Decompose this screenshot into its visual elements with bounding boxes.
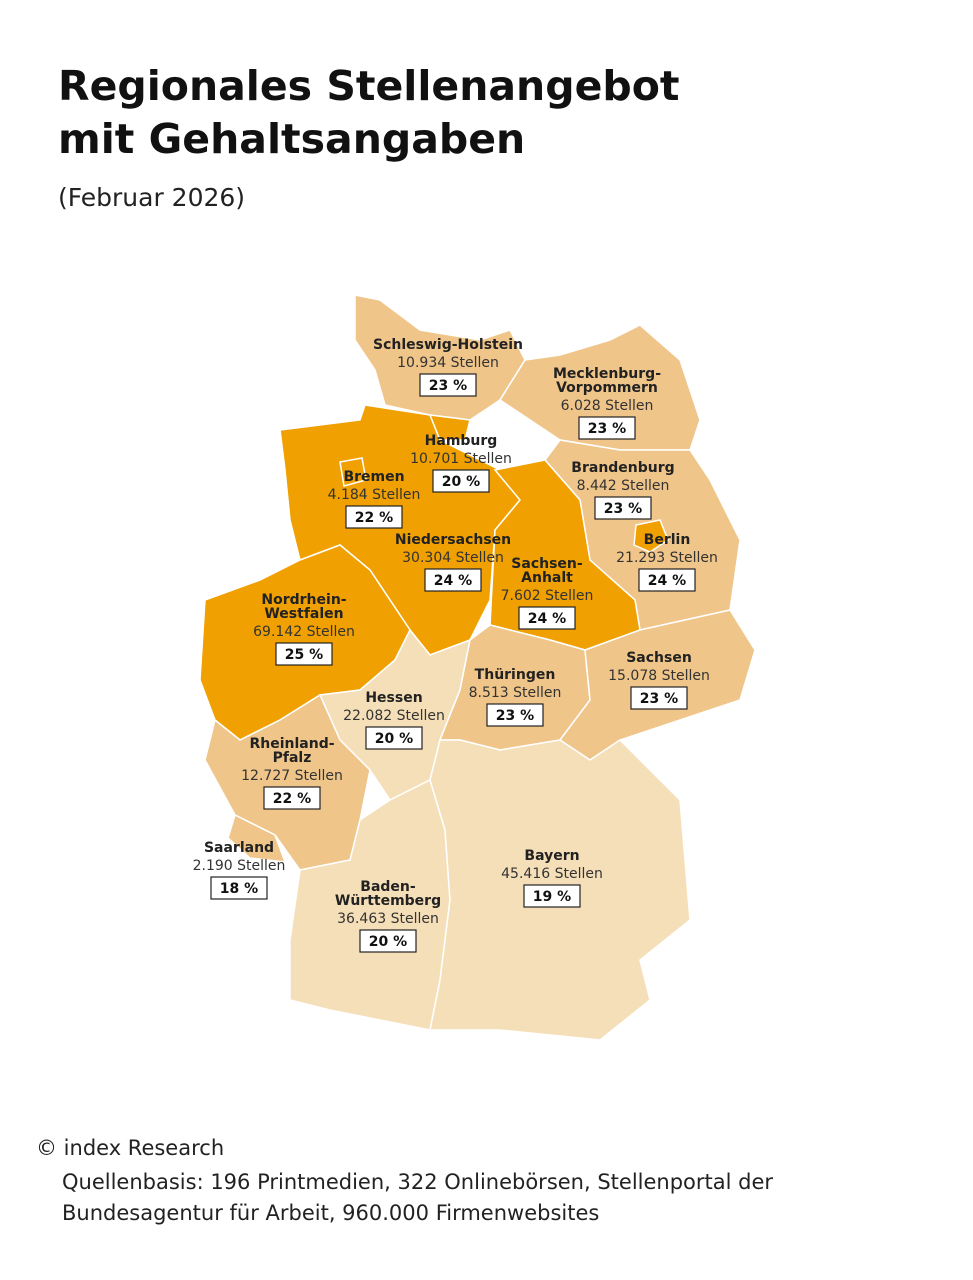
share-value: 24 % [648, 573, 686, 589]
share-box [518, 606, 576, 630]
share-value: 20 % [375, 731, 413, 747]
job-count: 7.602 Stellen [501, 588, 594, 604]
title-line: Regionales Stellenangebot [58, 62, 680, 110]
share-box [630, 686, 688, 710]
job-count: 8.442 Stellen [577, 478, 670, 494]
job-count: 69.142 Stellen [253, 624, 355, 640]
share-box [594, 496, 652, 520]
share-value: 20 % [369, 934, 407, 950]
state-name: Westfalen [264, 606, 343, 622]
share-box [424, 568, 482, 592]
share-box [275, 642, 333, 666]
source-line: Bundesagentur für Arbeit, 960.000 Firmen… [62, 1201, 599, 1225]
state-name: Anhalt [521, 570, 573, 586]
share-value: 23 % [588, 421, 626, 437]
share-box [638, 568, 696, 592]
state-name: Sachsen- [511, 556, 583, 572]
job-count: 21.293 Stellen [616, 550, 718, 566]
share-value: 24 % [528, 611, 566, 627]
job-count: 4.184 Stellen [328, 487, 421, 503]
title-line: mit Gehaltsangaben [58, 115, 525, 163]
subtitle: (Februar 2026) [58, 183, 245, 212]
labels: Schleswig-Holstein 10.934 Stellen 23 % Meck… [193, 337, 718, 953]
share-value: 23 % [640, 691, 678, 707]
share-value: 23 % [604, 501, 642, 517]
job-count: 30.304 Stellen [402, 550, 504, 566]
share-box [419, 373, 477, 397]
state-shape [498, 324, 701, 451]
state-name: Rheinland- [249, 736, 334, 752]
state-shape [428, 414, 471, 441]
copyright: © index Research [36, 1136, 224, 1160]
state-shape [339, 457, 367, 487]
state-name: Niedersachsen [395, 532, 511, 548]
state-name: Bremen [343, 469, 404, 485]
state-name: Vorpommern [556, 380, 658, 396]
job-count: 12.727 Stellen [241, 768, 343, 784]
share-value: 25 % [285, 647, 323, 663]
share-value: 22 % [273, 791, 311, 807]
job-count: 2.190 Stellen [193, 858, 286, 874]
job-count: 36.463 Stellen [337, 911, 439, 927]
job-count: 10.701 Stellen [410, 451, 512, 467]
state-name: Mecklenburg- [553, 366, 661, 382]
job-count: 22.082 Stellen [343, 708, 445, 724]
state-name: Bayern [524, 848, 579, 864]
share-box [359, 929, 417, 953]
share-box [263, 786, 321, 810]
share-box [365, 726, 423, 750]
share-box [578, 416, 636, 440]
state-name: Hessen [365, 690, 422, 706]
job-count: 45.416 Stellen [501, 866, 603, 882]
share-value: 22 % [355, 510, 393, 526]
share-box [523, 884, 581, 908]
state-name: Baden- [360, 879, 416, 895]
share-value: 18 % [220, 881, 258, 897]
state-shape [279, 404, 521, 656]
share-box [210, 876, 268, 900]
source-line: Quellenbasis: 196 Printmedien, 322 Onlin… [62, 1170, 773, 1194]
state-name: Hamburg [425, 433, 498, 449]
share-value: 20 % [442, 474, 480, 490]
state-name: Thüringen [475, 667, 556, 683]
share-box [432, 469, 490, 493]
job-count: 6.028 Stellen [561, 398, 654, 414]
job-count: 15.078 Stellen [608, 668, 710, 684]
state-name: Schleswig-Holstein [373, 337, 523, 353]
state-name: Pfalz [273, 750, 312, 766]
state-shape [558, 609, 756, 761]
state-shape [633, 519, 669, 553]
share-box [486, 703, 544, 727]
share-box [345, 505, 403, 529]
state-name: Nordrhein- [261, 592, 346, 608]
share-value: 23 % [429, 378, 467, 394]
state-name: Sachsen [626, 650, 692, 666]
job-count: 10.934 Stellen [397, 355, 499, 371]
share-value: 24 % [434, 573, 472, 589]
share-value: 23 % [496, 708, 534, 724]
state-name: Württemberg [335, 893, 441, 909]
job-count: 8.513 Stellen [469, 685, 562, 701]
share-value: 19 % [533, 889, 571, 905]
state-name: Berlin [644, 532, 691, 548]
state-name: Brandenburg [571, 460, 674, 476]
state-name: Saarland [204, 840, 274, 856]
state-shape [227, 813, 287, 863]
